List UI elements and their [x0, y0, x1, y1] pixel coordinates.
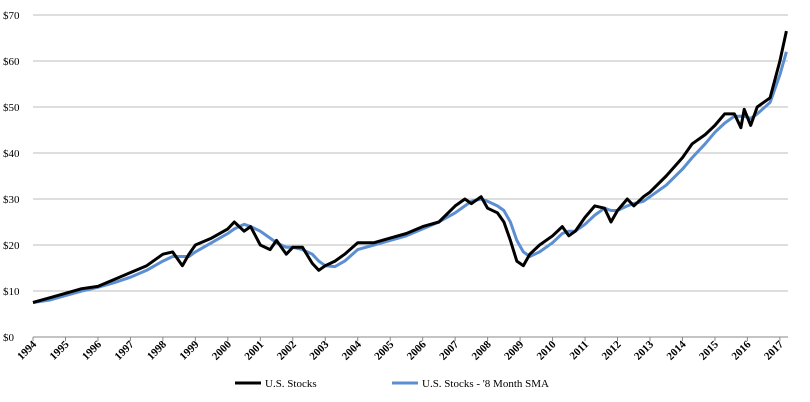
x-tick-label: 2000 — [210, 338, 234, 362]
x-tick-label: 1994 — [15, 338, 39, 362]
x-tick-label: 1999 — [177, 338, 201, 362]
legend-label: U.S. Stocks - '8 Month SMA — [422, 378, 549, 390]
x-tick-label: 2016 — [729, 338, 753, 362]
y-tick-label: $40 — [3, 148, 20, 160]
x-tick-label: 2010 — [535, 338, 559, 362]
x-tick-label: 2017 — [762, 338, 786, 362]
data-line — [32, 51, 788, 304]
y-tick-label: $50 — [3, 102, 20, 114]
x-tick-label: 2006 — [405, 338, 429, 362]
x-tick-label: 1996 — [80, 338, 104, 362]
y-tick-label: $60 — [3, 56, 20, 68]
y-tick-label: $10 — [3, 286, 20, 298]
x-tick-label: 2002 — [275, 338, 299, 362]
x-tick-label: 1997 — [112, 338, 136, 362]
x-tick-label: 2014 — [665, 338, 689, 362]
x-tick-label: 2008 — [470, 338, 494, 362]
data-line — [32, 30, 788, 304]
x-tick-label: 2013 — [632, 338, 656, 362]
x-tick-label: 2003 — [307, 338, 331, 362]
y-tick-label: $20 — [3, 240, 20, 252]
x-tick-label: 2012 — [600, 338, 624, 362]
x-tick-label: 2011 — [568, 339, 592, 363]
x-tick-label: 2005 — [372, 338, 396, 362]
y-tick-label: $30 — [3, 194, 20, 206]
legend-label: U.S. Stocks — [265, 378, 317, 390]
x-tick-label: 2009 — [502, 338, 526, 362]
y-tick-label: $0 — [3, 332, 15, 344]
x-tick-label: 2004 — [340, 338, 364, 362]
y-tick-label: $70 — [3, 10, 20, 22]
x-tick-label: 2015 — [697, 338, 721, 362]
x-tick-label: 2007 — [437, 338, 461, 362]
x-tick-label: 1995 — [48, 338, 72, 362]
x-tick-label: 2001 — [242, 339, 266, 363]
x-tick-label: 1998 — [145, 338, 169, 362]
